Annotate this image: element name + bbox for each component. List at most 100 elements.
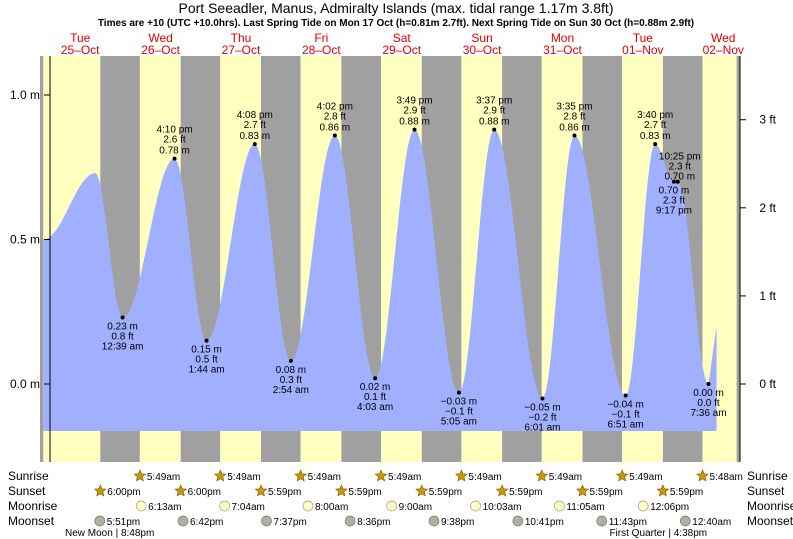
tide-label-m: −0.05 m (524, 402, 560, 413)
moonrise-time: 7:04am (232, 502, 265, 513)
moonset-time: 6:42pm (190, 517, 223, 528)
sunset-time: 5:59pm (429, 487, 462, 498)
day-date-label: 01–Nov (622, 43, 663, 57)
day-weekday-label: Sat (393, 31, 412, 45)
sun-star-icon (254, 484, 268, 497)
tide-label-m: 0.88 m (479, 117, 510, 128)
tide-label-time: 6:01 am (524, 422, 560, 433)
y-tick-label-right: 0 ft (759, 377, 776, 391)
tide-label-m: 0.00 m (693, 388, 724, 399)
sun-star-icon (174, 484, 188, 497)
tide-label-ft: 0.1 ft (364, 392, 386, 403)
tide-area (43, 129, 717, 432)
sun-star-icon (415, 484, 429, 497)
tide-event-dot (252, 142, 257, 147)
tide-label-m: 0.08 m (276, 365, 307, 376)
moonset-icon (512, 515, 524, 527)
sun-star-icon (696, 469, 709, 482)
sunset-time: 6:00pm (188, 487, 221, 498)
tide-label-time: 5:05 am (441, 417, 477, 428)
tide-label-m: 0.70 m (664, 172, 695, 183)
tide-label-m: 0.88 m (399, 117, 430, 128)
sunset-time: 5:59pm (268, 487, 301, 498)
tide-event-dot (332, 133, 337, 138)
sun-star-icon (294, 469, 308, 482)
moonset-time: 11:43pm (609, 517, 647, 528)
tide-event-dot (120, 315, 125, 320)
moon-phase-label: New Moon | 8:48pm (65, 528, 154, 539)
tide-label-time: 3:40 pm (637, 110, 673, 121)
tide-label-time: 3:35 pm (556, 101, 592, 112)
tide-label-m: 0.83 m (640, 131, 671, 142)
day-weekday-label: Wed (148, 31, 172, 45)
sunrise-time: 5:49am (629, 472, 662, 483)
moonset-icon (177, 515, 189, 527)
tide-label-ft: 2.8 ft (563, 111, 585, 122)
tide-label-m: −0.04 m (607, 400, 643, 411)
day-weekday-label: Thu (231, 31, 252, 45)
sun-star-icon (576, 484, 589, 497)
tide-event-dot (623, 393, 628, 398)
chart-title: Port Seeadler, Manus, Admiralty Islands … (179, 0, 614, 16)
tide-event-dot (456, 390, 461, 395)
day-weekday-label: Mon (551, 31, 574, 45)
sunrise-time: 5:49am (468, 472, 501, 483)
row-label-left-moonrise: Moonrise (8, 499, 58, 513)
sunrise-time: 5:49am (227, 472, 260, 483)
sun-star-icon (656, 484, 670, 497)
tide-label-ft: 2.7 ft (644, 120, 666, 131)
tide-label-time: 4:08 pm (237, 110, 273, 121)
moonset-icon (679, 515, 691, 527)
tide-label-m: −0.03 m (441, 397, 477, 408)
moonrise-time: 12:06pm (650, 502, 689, 513)
tide-label-m: 0.23 m (107, 322, 138, 333)
sun-star-icon (454, 469, 468, 482)
tide-label-ft: 0.5 ft (195, 355, 217, 366)
day-date-label: 26–Oct (141, 43, 180, 57)
sun-star-icon (93, 484, 107, 497)
moonset-icon (428, 515, 440, 527)
day-weekday-label: Sun (471, 31, 492, 45)
tide-label-ft: 2.3 ft (669, 162, 691, 173)
tide-label-m: 0.86 m (320, 122, 351, 133)
day-weekday-label: Tue (633, 31, 654, 45)
y-tick-label-right: 2 ft (759, 201, 776, 215)
tide-label-ft: 2.3 ft (663, 196, 685, 207)
day-date-label: 25–Oct (61, 43, 100, 57)
tide-event-dot (412, 127, 417, 132)
tide-label-time: 9:17 pm (656, 206, 692, 217)
day-date-label: 02–Nov (703, 43, 744, 57)
day-date-label: 30–Oct (463, 43, 502, 57)
row-label-right-sunset: Sunset (747, 484, 785, 498)
day-date-label: 29–Oct (382, 43, 421, 57)
tide-label-time: 10:25 pm (659, 152, 701, 163)
sunset-time: 6:00pm (107, 487, 140, 498)
tide-event-dot (675, 179, 680, 184)
moonrise-time: 11:05am (566, 502, 604, 513)
moonset-time: 8:36pm (357, 517, 390, 528)
moonrise-icon (302, 500, 314, 512)
tide-label-m: 0.86 m (559, 122, 590, 133)
moonset-icon (596, 515, 608, 527)
tide-label-ft: 0.8 ft (111, 332, 133, 343)
tide-label-ft: 0.3 ft (280, 375, 302, 386)
day-weekday-label: Wed (711, 31, 735, 45)
tide-event-dot (204, 338, 209, 343)
moonset-time: 12:40am (692, 517, 731, 528)
sunset-time: 5:59pm (670, 487, 703, 498)
moonrise-icon (135, 500, 147, 512)
sunrise-time: 5:49am (549, 472, 582, 483)
moonrise-icon (470, 500, 481, 512)
moonrise-icon (554, 500, 565, 512)
night-band (736, 56, 740, 462)
sun-star-icon (213, 469, 227, 482)
moonset-time: 10:41pm (525, 517, 564, 528)
day-weekday-label: Tue (70, 31, 91, 45)
day-date-label: 31–Oct (543, 43, 582, 57)
tide-label-time: 4:02 pm (317, 101, 353, 112)
tide-label-time: 1:44 am (188, 365, 224, 376)
tide-label-time: 4:10 pm (156, 125, 192, 136)
tide-event-dot (706, 382, 711, 386)
tide-label-ft: 2.9 ft (483, 106, 505, 117)
tide-label-ft: 2.9 ft (403, 106, 425, 117)
